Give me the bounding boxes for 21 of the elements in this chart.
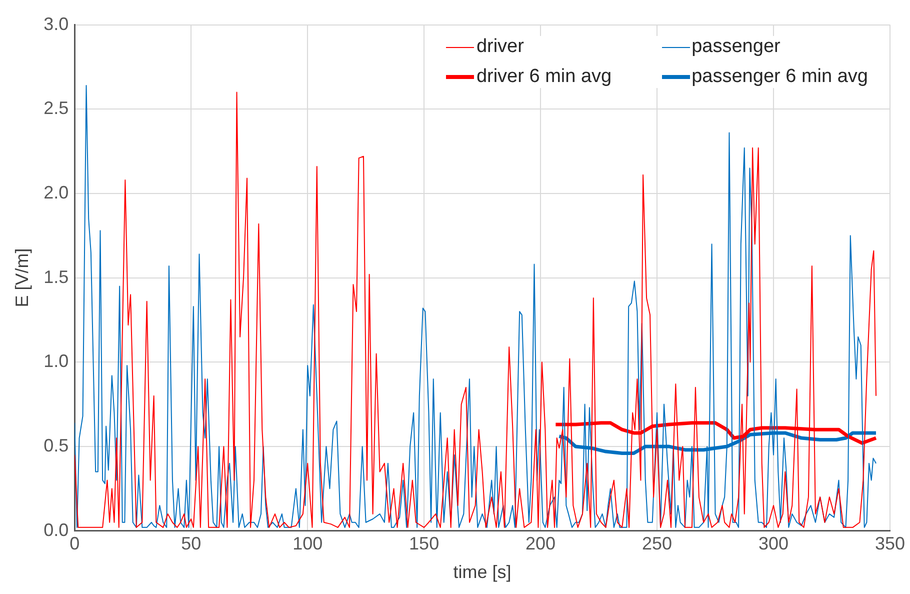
legend-label: driver [476,36,524,58]
legend-label: driver 6 min avg [476,66,612,88]
x-tick-label: 0 [70,534,80,554]
x-tick-label: 200 [526,534,556,554]
y-tick-label: 1.0 [44,351,69,372]
x-tick-label: 250 [642,534,672,554]
legend-label: passenger [692,36,780,58]
x-tick-label: 300 [758,534,789,554]
y-tick-label: 3.0 [44,14,69,34]
y-axis-title: E [V/m] [12,248,32,308]
y-tick-label: 2.5 [44,98,69,118]
x-tick-label: 150 [409,534,440,554]
x-axis-title: time [s] [453,562,512,582]
y-tick-label: 0.5 [44,435,69,456]
x-tick-label: 100 [292,534,323,554]
x-tick-label: 350 [874,534,906,554]
legend-label: passenger 6 min avg [692,66,868,88]
y-tick-label: 0.0 [44,520,69,540]
x-tick-label: 50 [181,534,202,554]
y-tick-label: 1.5 [44,266,69,287]
y-tick-label: 2.0 [44,182,69,202]
